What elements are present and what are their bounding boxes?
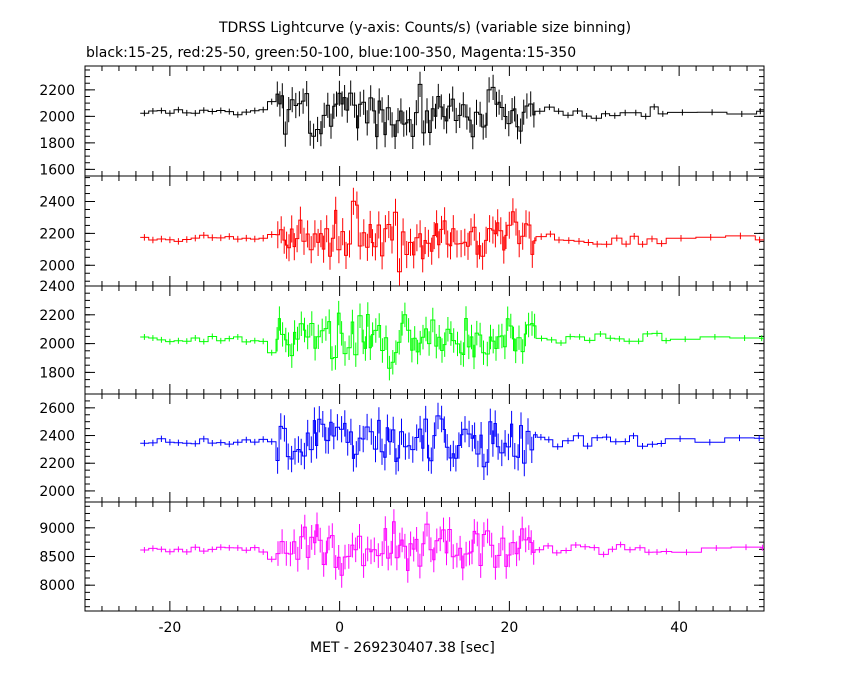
y-tick-label: 2200	[39, 456, 75, 472]
error-bars	[143, 71, 761, 150]
y-tick-label: 2000	[39, 484, 75, 500]
series-line	[140, 415, 764, 468]
y-tick-label: 2000	[39, 258, 75, 274]
y-tick-label: 2200	[39, 83, 75, 99]
y-tick-label: 2400	[39, 279, 75, 295]
chart-title: TDRSS Lightcurve (y-axis: Counts/s) (var…	[218, 20, 632, 36]
y-tick-label: 8500	[39, 550, 75, 566]
y-tick-label: 2200	[39, 308, 75, 324]
y-tick-label: 8000	[39, 578, 75, 594]
y-tick-label: 1600	[39, 162, 75, 178]
x-tick-label: 0	[335, 620, 344, 636]
error-bars	[143, 300, 763, 381]
y-tick-label: 2200	[39, 226, 75, 242]
error-bars	[143, 402, 760, 480]
x-axis-label: MET - 269230407.38 [sec]	[310, 640, 495, 656]
y-tick-label: 2400	[39, 429, 75, 445]
y-tick-label: 1800	[39, 136, 75, 152]
panel-frame	[84, 65, 765, 177]
error-bars	[143, 509, 763, 588]
chart-subtitle: black:15-25, red:25-50, green:50-100, bl…	[86, 45, 577, 61]
y-tick-label: 2400	[39, 195, 75, 211]
y-tick-label: 9000	[39, 521, 75, 537]
series-line	[140, 200, 764, 273]
panel-frame	[84, 501, 765, 612]
y-tick-label: 1800	[39, 365, 75, 381]
series-line	[140, 521, 764, 576]
x-tick-label: 40	[670, 620, 688, 636]
panel-frame	[84, 175, 765, 287]
y-tick-label: 2600	[39, 401, 75, 417]
x-tick-label: -20	[158, 620, 181, 636]
error-bars	[143, 187, 761, 286]
y-tick-label: 2000	[39, 337, 75, 353]
series-line	[140, 312, 764, 369]
series-line	[140, 83, 764, 138]
x-tick-label: 20	[500, 620, 518, 636]
y-tick-label: 2000	[39, 109, 75, 125]
panel-frame	[84, 393, 765, 503]
